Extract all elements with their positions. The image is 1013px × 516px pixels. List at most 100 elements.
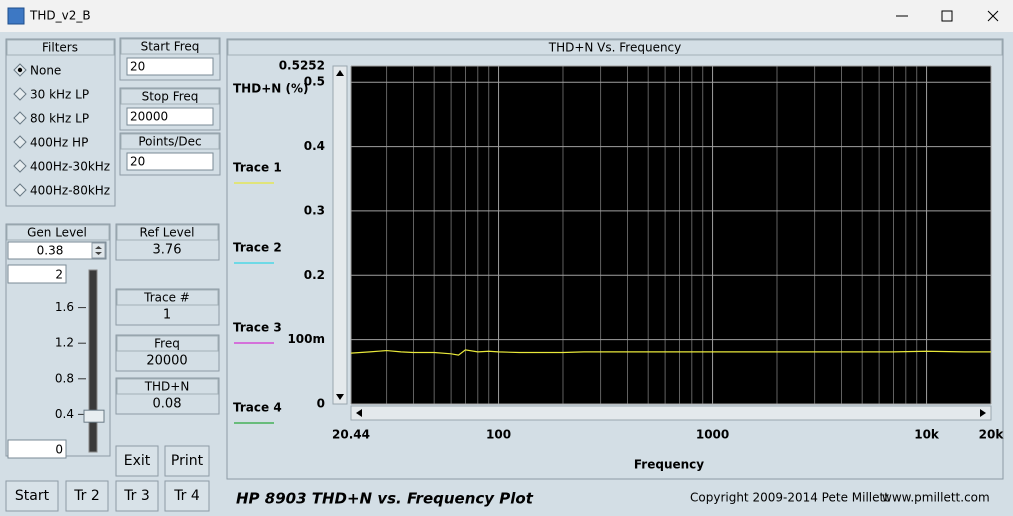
- filters-title: Filters: [42, 41, 78, 55]
- button-label[interactable]: Tr 2: [73, 488, 100, 504]
- button[interactable]: [164, 445, 210, 477]
- spinner[interactable]: [91, 242, 106, 259]
- field-header: [120, 133, 220, 150]
- field-value: 20000: [130, 110, 168, 124]
- plot-area: [351, 66, 991, 404]
- window-title: THD_v2_B: [29, 9, 91, 23]
- radio[interactable]: [13, 87, 27, 101]
- gen-level-title: Gen Level: [27, 226, 87, 240]
- button-label[interactable]: Print: [171, 453, 204, 469]
- h-scrollbar[interactable]: [350, 405, 992, 421]
- radio-label[interactable]: 30 kHz LP: [30, 88, 89, 102]
- readout-header: [116, 378, 219, 395]
- url: www.pmillett.com: [882, 491, 990, 505]
- readout-header: [116, 224, 219, 241]
- x-axis-label: Frequency: [634, 458, 704, 472]
- button-label[interactable]: Tr 4: [173, 488, 200, 504]
- radio-label[interactable]: 400Hz-80kHz: [30, 184, 110, 198]
- gen-level-input[interactable]: [7, 241, 107, 260]
- x-tick-label: 10k: [914, 428, 940, 442]
- x-tick-label: 20k: [979, 428, 1005, 442]
- button[interactable]: [65, 480, 109, 512]
- button-label[interactable]: Start: [15, 488, 50, 504]
- y-tick-label: 100m: [287, 332, 325, 346]
- radio[interactable]: [13, 135, 27, 149]
- field-value: 20: [130, 155, 145, 169]
- readout-value: 20000: [146, 354, 187, 369]
- readout-value: 3.76: [153, 243, 182, 258]
- readout-value: 1: [163, 308, 171, 323]
- field-label: Start Freq: [141, 40, 200, 54]
- slider-tick-label: 1.6: [55, 300, 74, 314]
- y-tick-label: 0.5: [304, 75, 325, 89]
- radio-label[interactable]: 80 kHz LP: [30, 112, 89, 126]
- button[interactable]: [115, 480, 159, 512]
- footer-title: HP 8903 THD+N vs. Frequency Plot: [236, 490, 534, 508]
- v-scrollbar[interactable]: [332, 65, 348, 405]
- y-axis-label: THD+N (%): [233, 82, 308, 96]
- filters-header: [6, 39, 115, 56]
- field-header: [120, 88, 220, 105]
- field-label: Points/Dec: [138, 135, 201, 149]
- radio-dot: [17, 67, 23, 73]
- slider-max-field[interactable]: [7, 264, 67, 284]
- button[interactable]: [164, 480, 210, 512]
- field-input[interactable]: [126, 107, 214, 126]
- slider-tick-label: 1.2: [55, 336, 74, 350]
- legend-label: Trace 2: [233, 241, 282, 255]
- button[interactable]: [115, 445, 159, 477]
- y-tick-label: 0.4: [304, 139, 325, 153]
- y-tick-label: 0.3: [304, 203, 325, 217]
- app-icon: [7, 7, 25, 25]
- chart-title: THD+N Vs. Frequency: [548, 41, 682, 55]
- readout-header: [116, 289, 219, 306]
- x-tick-label: 20.44: [332, 428, 370, 442]
- slider-tick-label: 0.8: [55, 371, 74, 385]
- radio[interactable]: [13, 159, 27, 173]
- slider-max: 2: [55, 268, 63, 282]
- readout-label: Freq: [154, 337, 180, 351]
- slider-min-field[interactable]: [7, 439, 67, 459]
- slider-tick-label: 0.4: [55, 407, 74, 421]
- x-tick-label: 100: [486, 428, 511, 442]
- maximize[interactable]: [941, 10, 953, 22]
- field-value: 20: [130, 60, 145, 74]
- readout-label: Ref Level: [140, 226, 195, 240]
- radio[interactable]: [13, 183, 27, 197]
- radio[interactable]: [13, 111, 27, 125]
- gen-level-value: 0.38: [37, 244, 64, 258]
- slider-thumb[interactable]: [83, 409, 105, 423]
- chart-header: [227, 39, 1003, 56]
- radio-label[interactable]: 400Hz-30kHz: [30, 160, 110, 174]
- readout-label: Trace #: [143, 291, 190, 305]
- field-label: Stop Freq: [142, 90, 199, 104]
- slider-min: 0: [55, 443, 63, 457]
- trace-line: [350, 349, 991, 356]
- field-header: [120, 38, 220, 55]
- radio-label[interactable]: None: [30, 64, 61, 78]
- button[interactable]: [5, 480, 59, 512]
- close[interactable]: [987, 10, 999, 22]
- button-label[interactable]: Exit: [124, 453, 151, 469]
- legend-label: Trace 1: [233, 161, 282, 175]
- spinner-arrows: [95, 246, 102, 255]
- legend-label: Trace 3: [233, 321, 282, 335]
- gen-level-header: [6, 224, 110, 241]
- copyright: Copyright 2009-2014 Pete Millett: [690, 491, 889, 505]
- field-input[interactable]: [126, 152, 214, 171]
- x-tick-label: 1000: [696, 428, 729, 442]
- y-tick-label: 0: [317, 397, 325, 411]
- readout-header: [116, 335, 219, 352]
- radio-label[interactable]: 400Hz HP: [30, 136, 88, 150]
- readout-label: THD+N: [144, 380, 190, 394]
- title-bar: [0, 0, 1013, 32]
- y-tick-label: 0.5252: [279, 59, 325, 73]
- y-tick-label: 0.2: [304, 268, 325, 282]
- field-input[interactable]: [126, 57, 214, 76]
- filters-panel: [5, 38, 116, 207]
- legend-label: Trace 4: [233, 401, 282, 415]
- readout-value: 0.08: [153, 397, 182, 412]
- button-label[interactable]: Tr 3: [123, 488, 150, 504]
